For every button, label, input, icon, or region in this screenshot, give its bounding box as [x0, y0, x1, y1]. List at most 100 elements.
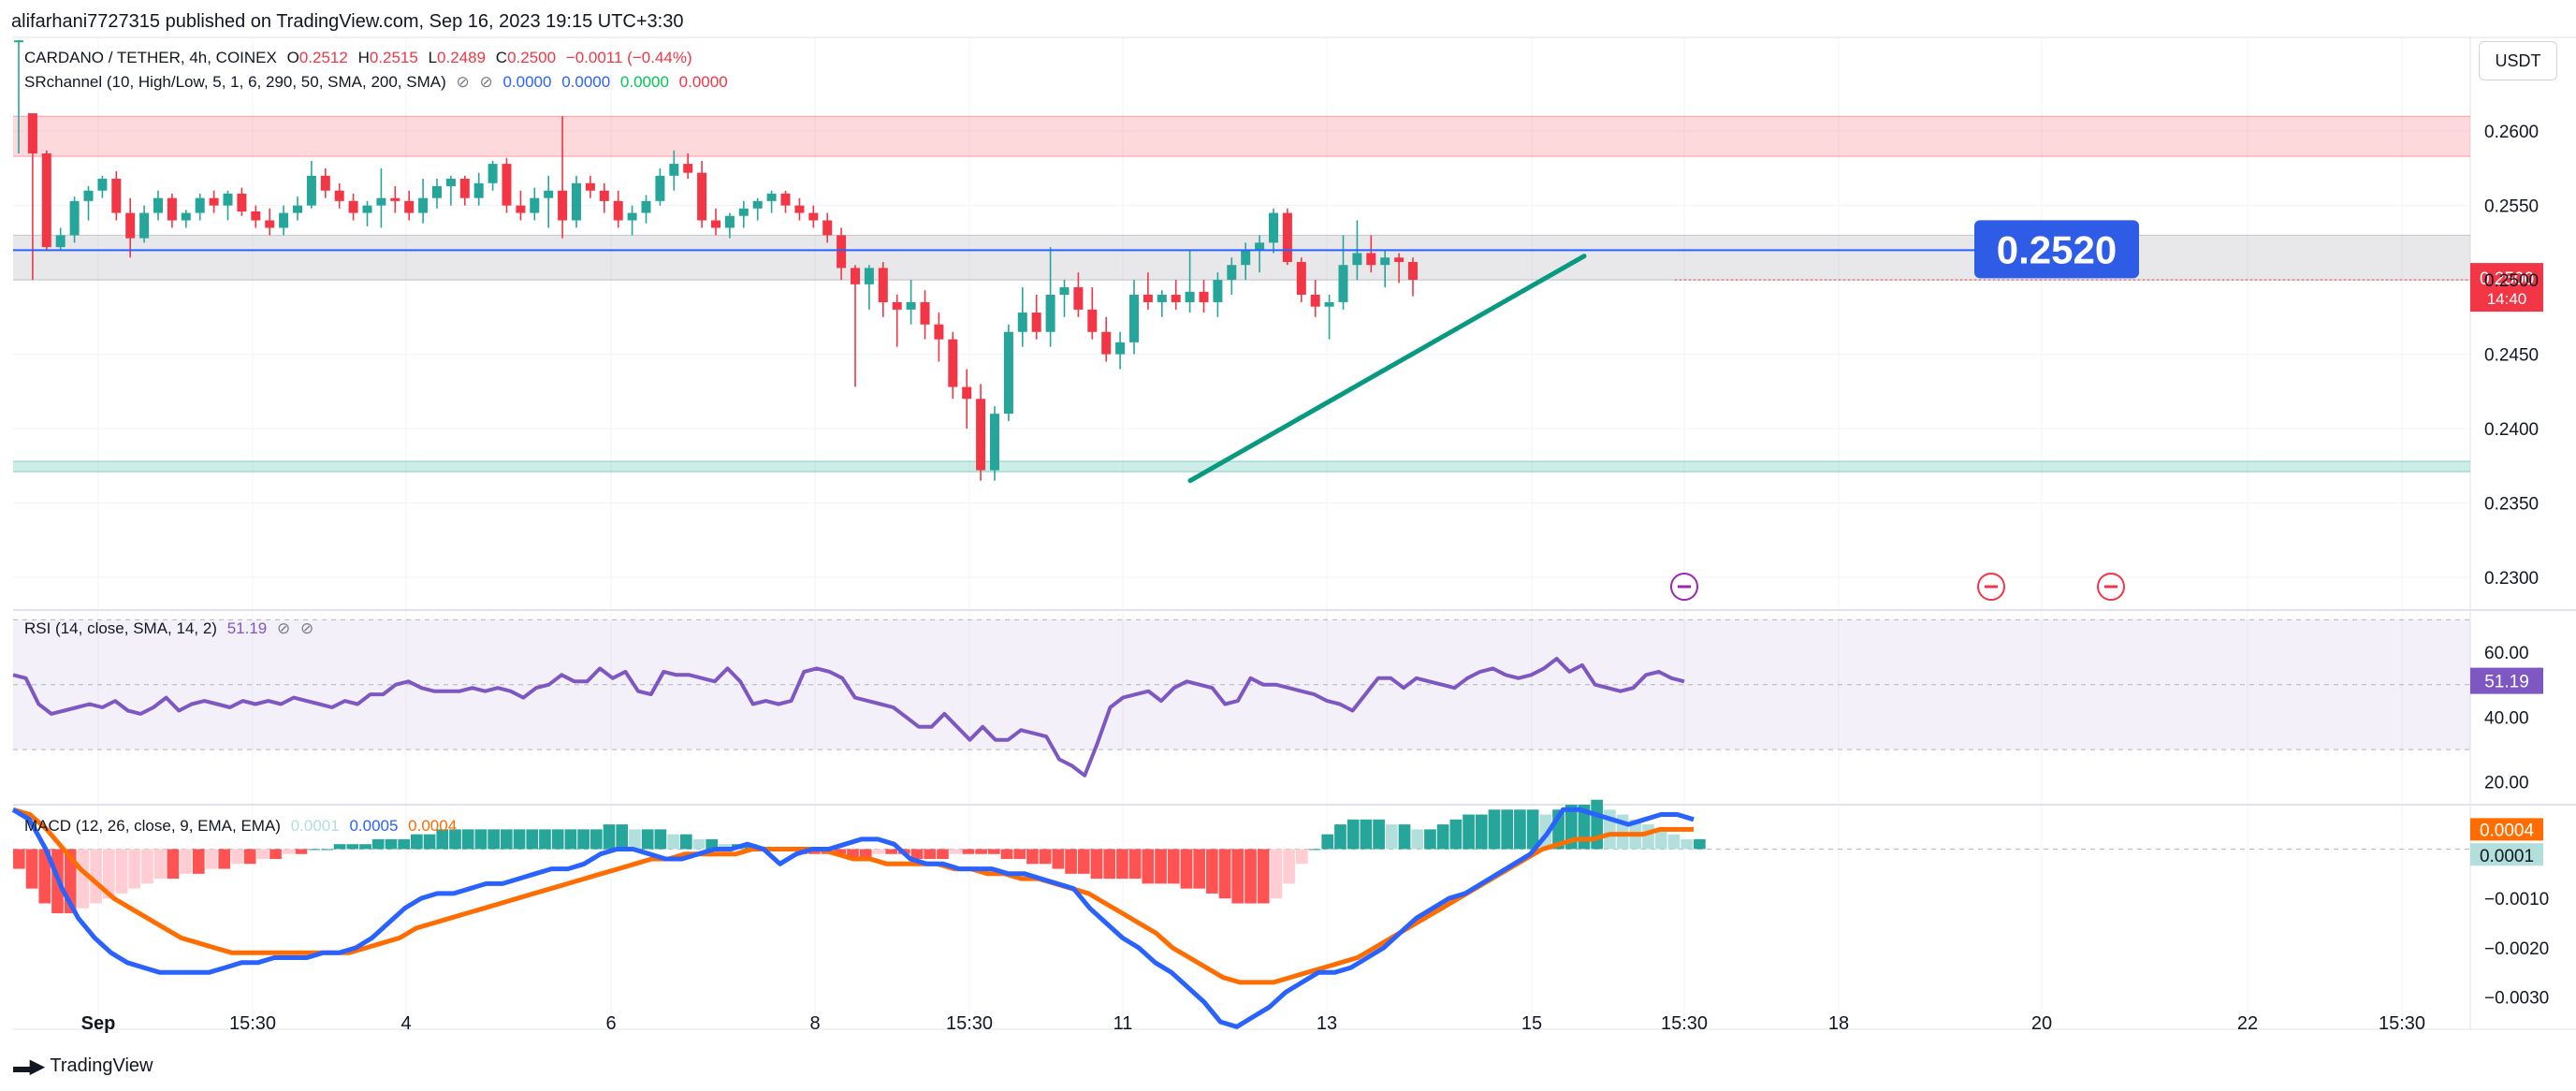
macd-histogram-bar: [1411, 829, 1424, 850]
candle-down: [1394, 257, 1404, 263]
sr-value-3: 0.0000: [619, 73, 669, 91]
candle-down: [1199, 291, 1209, 302]
macd-histogram-bar: [449, 829, 461, 850]
x-tick-label: 15:30: [229, 1013, 276, 1034]
macd-histogram-bar: [167, 849, 180, 880]
symbol-title[interactable]: CARDANO / TETHER, 4h, COINEX: [24, 49, 277, 66]
macd-histogram-bar: [1013, 849, 1026, 860]
candle-down: [320, 175, 330, 191]
candle-down: [1366, 253, 1376, 266]
x-tick-label: 8: [809, 1013, 820, 1034]
macd-histogram-bar: [308, 849, 321, 851]
ohlc-close: C0.2500: [495, 49, 557, 66]
candle-up: [1241, 250, 1251, 266]
rsi-value-tag: [2470, 667, 2543, 694]
candle-up: [83, 190, 94, 201]
candle-down: [1310, 295, 1320, 307]
candle-down: [878, 268, 888, 302]
candle-down: [892, 301, 902, 310]
candle-up: [655, 175, 665, 201]
candle-down: [851, 268, 860, 284]
price-tick-label: 0.2300: [2484, 569, 2539, 589]
visibility-icon[interactable]: ⊘: [276, 619, 291, 637]
macd-histogram-bar: [1193, 849, 1206, 889]
rsi-legend-value: 51.19: [226, 619, 268, 637]
macd-histogram-bar: [153, 849, 167, 880]
macd-histogram-bar: [1218, 849, 1231, 899]
macd-line-value: 0.0005: [349, 817, 399, 835]
macd-histogram-bar: [1103, 849, 1116, 880]
macd-histogram-bar: [1039, 849, 1052, 865]
support-zone: [13, 461, 2470, 473]
macd-histogram-bar: [629, 829, 641, 850]
candle-up: [1017, 313, 1027, 332]
candle-down: [1087, 309, 1098, 332]
candle-down: [237, 193, 247, 211]
hist-value-tag: [2470, 843, 2543, 866]
macd-histogram-bar: [102, 849, 115, 899]
macd-histogram-bar: [1244, 849, 1257, 904]
candle-up: [752, 200, 763, 209]
settings-icon[interactable]: ⊘: [479, 73, 493, 91]
level-label-text: 0.2520: [1997, 227, 2117, 271]
macd-histogram-bar: [539, 829, 551, 850]
x-tick-label: 4: [400, 1013, 411, 1034]
tradingview-footer[interactable]: ▬▶ TradingView: [13, 1055, 153, 1078]
macd-histogram-bar: [667, 834, 679, 850]
macd-histogram-bar: [1077, 849, 1090, 874]
candle-down: [613, 200, 623, 221]
visibility-icon[interactable]: ⊘: [456, 73, 470, 91]
macd-histogram-bar: [1373, 819, 1385, 850]
srchannel-legend[interactable]: SRchannel (10, High/Low, 5, 1, 6, 290, 5…: [24, 73, 734, 92]
candle-down: [459, 179, 470, 198]
macd-histogram-bar: [500, 829, 513, 850]
macd-legend[interactable]: MACD (12, 26, close, 9, EMA, EMA) 0.0001…: [24, 817, 462, 836]
rsi-legend[interactable]: RSI (14, close, SMA, 14, 2) 51.19 ⊘ ⊘: [24, 619, 319, 638]
macd-histogram-bar: [551, 829, 564, 850]
candle-down: [209, 197, 219, 206]
macd-histogram-bar: [282, 849, 295, 854]
price-tick-label: 0.2550: [2484, 197, 2539, 217]
candle-up: [445, 179, 456, 186]
candle-down: [711, 220, 720, 228]
rsi-tick-label: 20.00: [2484, 774, 2529, 793]
macd-histogram-bar: [859, 849, 872, 860]
x-tick-label: 18: [1828, 1013, 1849, 1034]
macd-histogram-bar: [333, 844, 346, 850]
candle-down: [948, 339, 958, 387]
macd-histogram-bar: [1501, 809, 1514, 850]
settings-icon[interactable]: ⊘: [299, 619, 314, 637]
macd-histogram-bar: [1052, 849, 1065, 869]
macd-tick-label: −0.0020: [2484, 939, 2549, 959]
macd-histogram-bar: [77, 849, 90, 909]
macd-value-text: 0.0004: [2480, 821, 2535, 840]
macd-histogram-bar: [719, 844, 731, 850]
candle-down: [934, 324, 944, 340]
macd-histogram-bar: [1346, 819, 1360, 850]
candle-up: [738, 208, 749, 216]
ohlc-high: H0.2515: [357, 49, 418, 66]
macd-histogram-bar: [1128, 849, 1142, 880]
currency-button[interactable]: USDT: [2479, 41, 2557, 80]
candle-down: [348, 200, 358, 213]
macd-histogram-bar: [141, 849, 153, 884]
x-tick-label: 15:30: [946, 1013, 993, 1034]
publish-header: alifarhani7727315 published on TradingVi…: [11, 11, 684, 32]
candle-down: [265, 220, 275, 228]
candle-down: [1171, 295, 1181, 302]
macd-histogram-bar: [1065, 849, 1077, 874]
macd-histogram-bar: [1026, 849, 1039, 865]
x-tick-label: 15:30: [1661, 1013, 1708, 1034]
macd-histogram-bar: [205, 849, 218, 869]
macd-histogram-bar: [321, 849, 333, 851]
candle-up: [990, 414, 999, 471]
candle-up: [627, 212, 637, 221]
macd-histogram-bar: [231, 849, 243, 865]
candle-up: [1045, 295, 1055, 332]
macd-histogram-bar: [269, 849, 282, 860]
macd-histogram-bar: [1694, 838, 1706, 850]
candle-down: [125, 212, 136, 239]
macd-histogram-bar: [1360, 819, 1373, 850]
